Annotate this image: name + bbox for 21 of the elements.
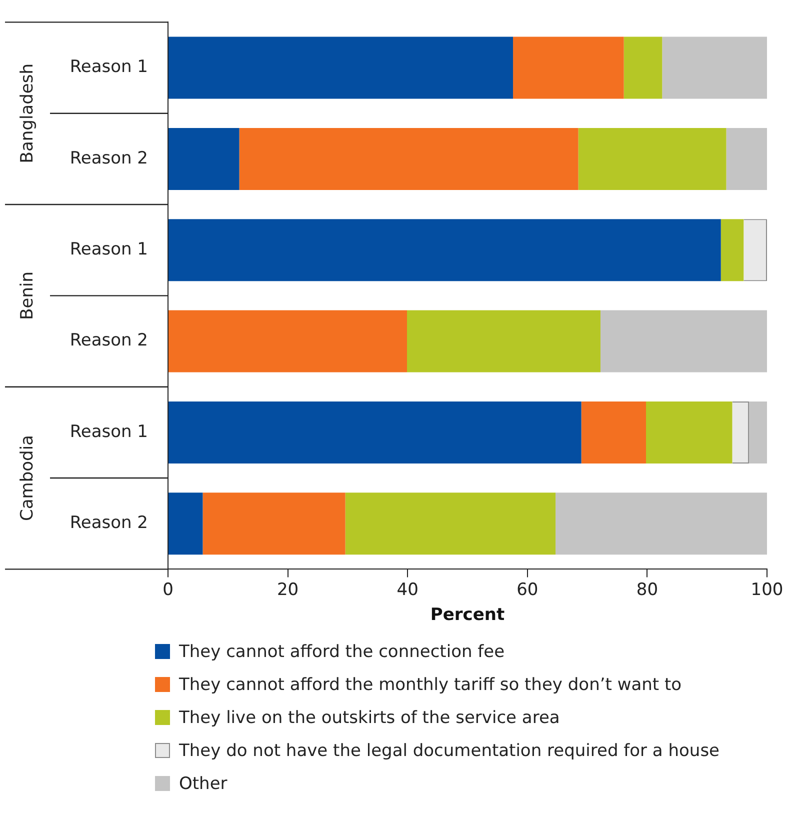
legend-label: Other <box>179 774 228 794</box>
legend-label: They cannot afford the monthly tariff so they don’t want to <box>179 674 682 694</box>
text: Cambodia <box>17 435 38 522</box>
y-tick-label: Reason 2 <box>70 148 148 168</box>
x-tick-label: 40 <box>396 580 418 600</box>
legend-label: They live on the outskirts of the service area <box>179 708 560 728</box>
x-tick-label: 80 <box>636 580 658 600</box>
text: Benin <box>17 271 38 320</box>
x-axis-title: Percent <box>430 605 505 626</box>
x-tick-label: 20 <box>276 580 299 600</box>
y-tick-label: Reason 1 <box>70 240 148 260</box>
x-tick-label: 60 <box>516 580 538 600</box>
y-tick-label: Reason 1 <box>70 57 148 78</box>
legend-label: They do not have the legal documentation required for a house <box>179 740 720 760</box>
y-tick-label: Reason 2 <box>70 330 148 351</box>
x-tick-label: 0 <box>162 580 174 600</box>
x-tick-label: 100 <box>750 580 784 600</box>
y-tick-label: Reason 2 <box>70 513 148 534</box>
text: Bangladesh <box>17 64 38 164</box>
legend-label: They cannot afford the connection fee <box>179 642 505 662</box>
y-tick-label: Reason 1 <box>70 422 148 442</box>
